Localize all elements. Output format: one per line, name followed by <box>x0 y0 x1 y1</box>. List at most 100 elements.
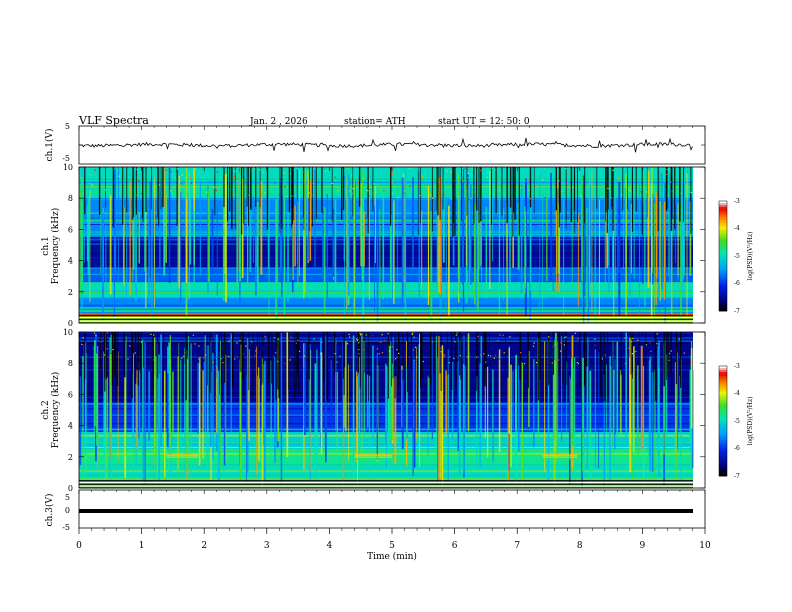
ch2-spec-speckle <box>297 339 299 341</box>
ch2-cbar-step <box>719 394 727 397</box>
ch2-spec-gap <box>620 332 622 375</box>
ch2-spec-speckle <box>321 341 323 343</box>
ch2-spec-line <box>79 340 693 342</box>
ch1-spec-sferic <box>379 208 381 309</box>
ch2-spec-sferic <box>480 335 482 442</box>
ch2-spec-speckle <box>649 342 651 344</box>
ch1-cbar-step <box>719 235 727 238</box>
ch1-spec-sferic <box>477 210 479 311</box>
ch2-spec-sferic <box>665 354 668 436</box>
ch1-spec-gap <box>126 167 128 213</box>
ch2-cbar-tick-m5: -5 <box>734 418 740 425</box>
ch1-spec-speckle <box>473 196 476 198</box>
ch2-cbar-step <box>719 472 727 475</box>
ch1-cbar-step <box>719 269 727 272</box>
ch1-spec-gap <box>665 167 667 211</box>
ch1-spec-speckle <box>189 177 192 180</box>
ch1-spec-speckle <box>458 196 460 198</box>
ch1-spec-sferic <box>630 204 632 274</box>
ch1-spec-gap <box>631 167 633 232</box>
ch2-spec-speckle <box>503 352 505 354</box>
ch2-cbar-step <box>719 410 727 413</box>
ch2-spec-speckle <box>275 352 277 354</box>
ch2-spec-gap <box>131 332 133 398</box>
ch1-spec-sferic <box>542 189 543 310</box>
ch1-spec-gap <box>466 167 468 216</box>
ch2-spec-gap <box>368 332 369 402</box>
ch2-spec-sferic <box>594 349 596 468</box>
ch1-spec-sferic <box>552 205 554 291</box>
ch1-spec-sferic <box>360 183 363 267</box>
ch2-spec-speckle <box>346 343 348 345</box>
ch1-spec-lf-stripe <box>79 315 693 317</box>
ch2-spec-speckle <box>353 339 355 341</box>
ch2-spec-gap <box>277 332 279 390</box>
ch1-spec-sferic <box>148 207 151 304</box>
ch1-spec-speckle <box>225 173 228 175</box>
ch1-spec-sferic <box>138 211 140 264</box>
ch1-spec-sferic <box>283 181 285 318</box>
ch2-spec-sferic <box>336 371 338 451</box>
ch2-spec-ytick-label-8: 8 <box>68 359 73 368</box>
ch1-spec-speckle <box>377 183 379 185</box>
ch1-spec-speckle <box>274 182 276 184</box>
ch1-spec-sferic <box>193 210 195 290</box>
ch1-cbar-step <box>719 203 727 206</box>
ch2-spec-gap <box>420 332 423 379</box>
ch2-spec-speckle <box>485 361 487 363</box>
ch1-spec-sferic <box>412 177 414 268</box>
ch2-cbar-step <box>719 378 727 381</box>
ch2-spec-gap <box>257 332 258 376</box>
ch1-spec-speckle <box>284 172 286 174</box>
ch1-spec-speckle <box>438 185 440 187</box>
ch1-spec-line <box>79 310 693 311</box>
ch2-spec-speckle <box>265 339 267 341</box>
ch1-spec-sferic <box>239 172 241 282</box>
ch2-spec-gap <box>252 332 254 400</box>
ch1-spec-speckle <box>397 196 399 198</box>
ch1-spec-speckle <box>667 194 669 197</box>
ch2-spec-gap <box>632 332 633 379</box>
ch2-spec-speckle <box>440 351 442 353</box>
ch2-spec-gap <box>105 332 107 380</box>
ch2-cbar-step <box>719 434 727 437</box>
ch1-spec-gap <box>439 167 441 220</box>
ch2-spec-speckle <box>398 352 400 354</box>
ch2-spec-sferic <box>166 373 169 447</box>
ch2-spec-sferic <box>441 345 444 486</box>
ch1-spec-speckle <box>450 198 452 200</box>
time-tick-label-6: 6 <box>452 541 458 551</box>
ch2-spec-speckle <box>656 343 658 345</box>
ch2-spec-speckle <box>416 356 418 358</box>
ch2-spec-line <box>79 332 693 334</box>
ch1-spec-speckle <box>165 169 167 171</box>
ch1-spec-gap <box>372 167 374 212</box>
ch2-cbar-step <box>719 466 727 469</box>
ch2-spec-gap <box>406 332 409 392</box>
ch1-spec-sferic <box>481 197 482 281</box>
ch2-spec-sferic <box>223 364 226 466</box>
ch2-spec-sferic <box>555 333 557 462</box>
ch2-spec-speckle <box>220 358 222 360</box>
ch1-cbar-step <box>719 283 727 286</box>
ch1-spec-sferic <box>224 174 226 274</box>
ch1-spec-gap <box>342 167 345 210</box>
ch2-spec-sferic <box>385 363 387 445</box>
ch1-spec-gap <box>151 167 152 210</box>
ch2-spec-gap <box>402 332 404 380</box>
ch2-spec-sferic <box>330 360 333 429</box>
ch1-spec-speckle <box>397 176 399 178</box>
ch2-spec-speckle <box>167 361 170 363</box>
ch1-spec-gap <box>501 167 503 216</box>
ch1-spec-gap <box>570 167 573 222</box>
ch2-spec-speckle <box>378 353 380 355</box>
ch1-spec-sferic <box>563 198 565 319</box>
ch2-spec-line <box>79 474 693 476</box>
ch1-spec-gap <box>303 167 304 218</box>
ch2-spec-sferic <box>352 335 355 474</box>
ch2-spec-sferic <box>654 369 656 480</box>
ch2-spec-sferic <box>132 353 134 445</box>
ch1-spec-speckle <box>498 182 500 184</box>
ch2-spec-sferic <box>356 371 358 463</box>
ch2-spec-sferic <box>414 361 416 468</box>
